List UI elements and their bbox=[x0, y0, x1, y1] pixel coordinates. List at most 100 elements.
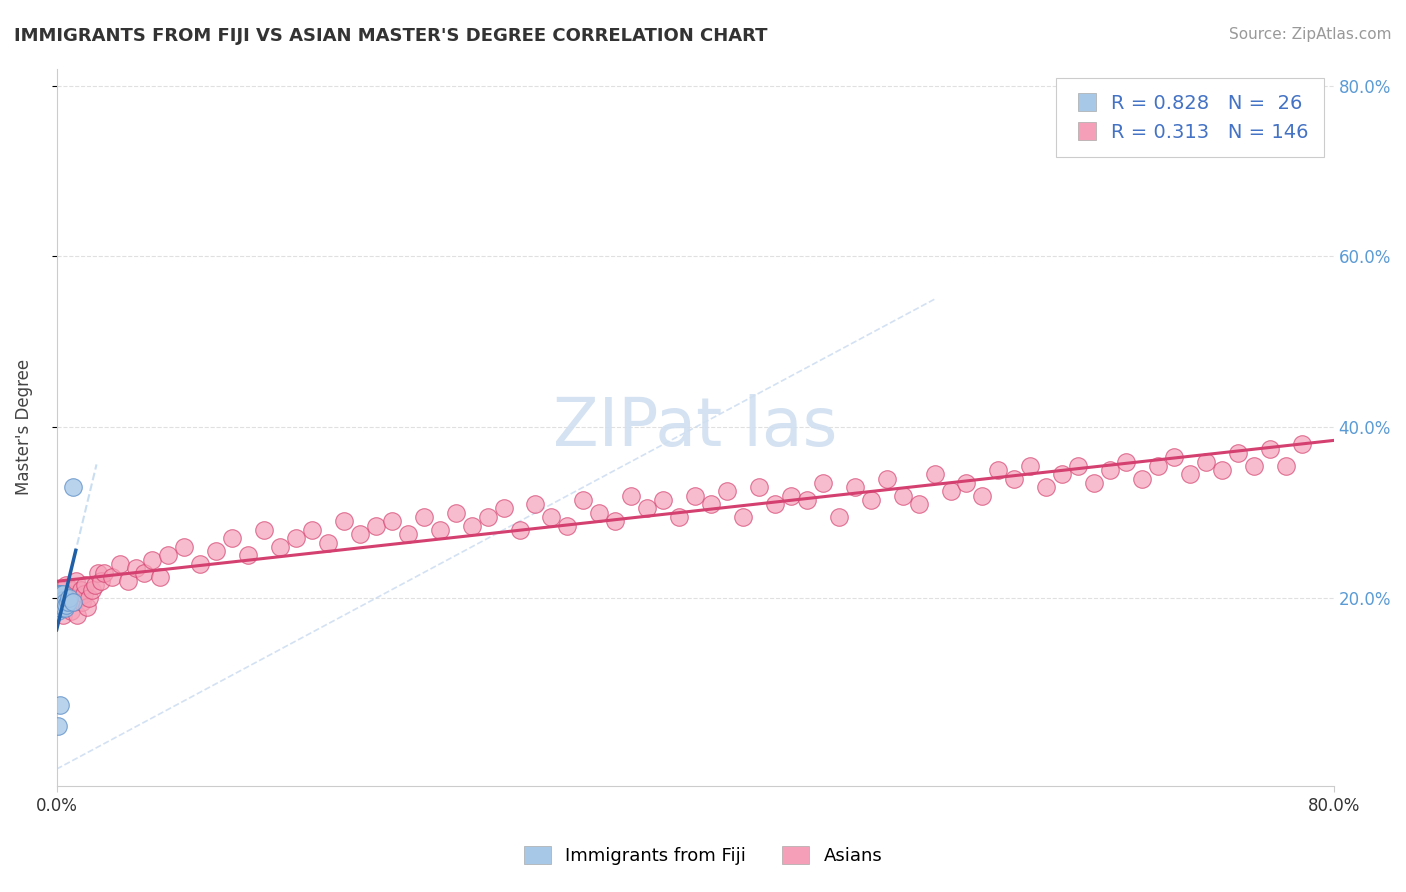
Point bbox=[972, 489, 994, 503]
Point bbox=[221, 532, 243, 546]
Point bbox=[876, 472, 898, 486]
Point bbox=[1178, 467, 1201, 482]
Point bbox=[780, 489, 803, 503]
Point bbox=[1067, 458, 1090, 473]
Point bbox=[238, 549, 260, 563]
Point bbox=[58, 591, 80, 606]
Point bbox=[557, 518, 579, 533]
Point bbox=[69, 582, 91, 597]
Point bbox=[396, 527, 419, 541]
Point bbox=[134, 566, 156, 580]
Point bbox=[1052, 467, 1074, 482]
Point bbox=[1115, 454, 1137, 468]
Point bbox=[46, 604, 69, 618]
Point bbox=[205, 544, 228, 558]
Point bbox=[93, 566, 115, 580]
Point bbox=[157, 549, 180, 563]
Point bbox=[477, 510, 499, 524]
Point bbox=[55, 578, 77, 592]
Point bbox=[59, 604, 82, 618]
Point bbox=[828, 510, 851, 524]
Point bbox=[907, 497, 929, 511]
Point bbox=[65, 574, 87, 588]
Point bbox=[1274, 458, 1296, 473]
Point bbox=[51, 591, 73, 606]
Point bbox=[859, 492, 882, 507]
Point bbox=[49, 698, 72, 712]
Point bbox=[52, 587, 75, 601]
Legend: Immigrants from Fiji, Asians: Immigrants from Fiji, Asians bbox=[515, 837, 891, 874]
Point bbox=[46, 599, 69, 614]
Point bbox=[668, 510, 690, 524]
Point bbox=[364, 518, 387, 533]
Point bbox=[1002, 472, 1025, 486]
Point bbox=[1035, 480, 1057, 494]
Point bbox=[67, 591, 90, 606]
Point bbox=[51, 601, 73, 615]
Text: ZIPat las: ZIPat las bbox=[553, 394, 838, 460]
Point bbox=[1291, 437, 1313, 451]
Point bbox=[955, 475, 977, 490]
Point bbox=[748, 480, 770, 494]
Point bbox=[49, 601, 72, 615]
Point bbox=[46, 719, 69, 733]
Point bbox=[110, 557, 132, 571]
Point bbox=[460, 518, 482, 533]
Point bbox=[84, 578, 107, 592]
Point bbox=[46, 595, 69, 609]
Point bbox=[1211, 463, 1233, 477]
Point bbox=[1147, 458, 1170, 473]
Point bbox=[80, 582, 103, 597]
Point bbox=[52, 599, 75, 614]
Point bbox=[605, 514, 627, 528]
Point bbox=[49, 587, 72, 601]
Point bbox=[524, 497, 547, 511]
Point bbox=[1258, 442, 1281, 456]
Point bbox=[987, 463, 1010, 477]
Point bbox=[796, 492, 818, 507]
Point bbox=[62, 582, 84, 597]
Point bbox=[333, 514, 356, 528]
Point bbox=[509, 523, 531, 537]
Point bbox=[75, 578, 97, 592]
Point bbox=[125, 561, 148, 575]
Point bbox=[188, 557, 211, 571]
Point bbox=[53, 595, 76, 609]
Point bbox=[1083, 475, 1105, 490]
Point bbox=[49, 595, 72, 609]
Point bbox=[381, 514, 404, 528]
Point bbox=[1195, 454, 1218, 468]
Point bbox=[652, 492, 675, 507]
Point bbox=[48, 598, 70, 612]
Point bbox=[56, 591, 79, 606]
Point bbox=[716, 484, 738, 499]
Point bbox=[683, 489, 706, 503]
Point bbox=[1243, 458, 1265, 473]
Text: IMMIGRANTS FROM FIJI VS ASIAN MASTER'S DEGREE CORRELATION CHART: IMMIGRANTS FROM FIJI VS ASIAN MASTER'S D… bbox=[14, 27, 768, 45]
Point bbox=[141, 553, 163, 567]
Point bbox=[924, 467, 946, 482]
Point bbox=[731, 510, 754, 524]
Point bbox=[117, 574, 139, 588]
Point bbox=[58, 587, 80, 601]
Point bbox=[636, 501, 658, 516]
Point bbox=[52, 608, 75, 623]
Point bbox=[811, 475, 834, 490]
Point bbox=[62, 480, 84, 494]
Point bbox=[49, 591, 72, 606]
Point bbox=[56, 595, 79, 609]
Point bbox=[1163, 450, 1185, 465]
Point bbox=[77, 591, 100, 606]
Point bbox=[700, 497, 723, 511]
Point bbox=[316, 535, 339, 549]
Point bbox=[412, 510, 434, 524]
Point bbox=[90, 574, 112, 588]
Point bbox=[620, 489, 643, 503]
Point bbox=[66, 608, 89, 623]
Point bbox=[572, 492, 595, 507]
Point bbox=[1099, 463, 1122, 477]
Point bbox=[1226, 446, 1249, 460]
Point bbox=[349, 527, 371, 541]
Point bbox=[87, 566, 110, 580]
Point bbox=[844, 480, 866, 494]
